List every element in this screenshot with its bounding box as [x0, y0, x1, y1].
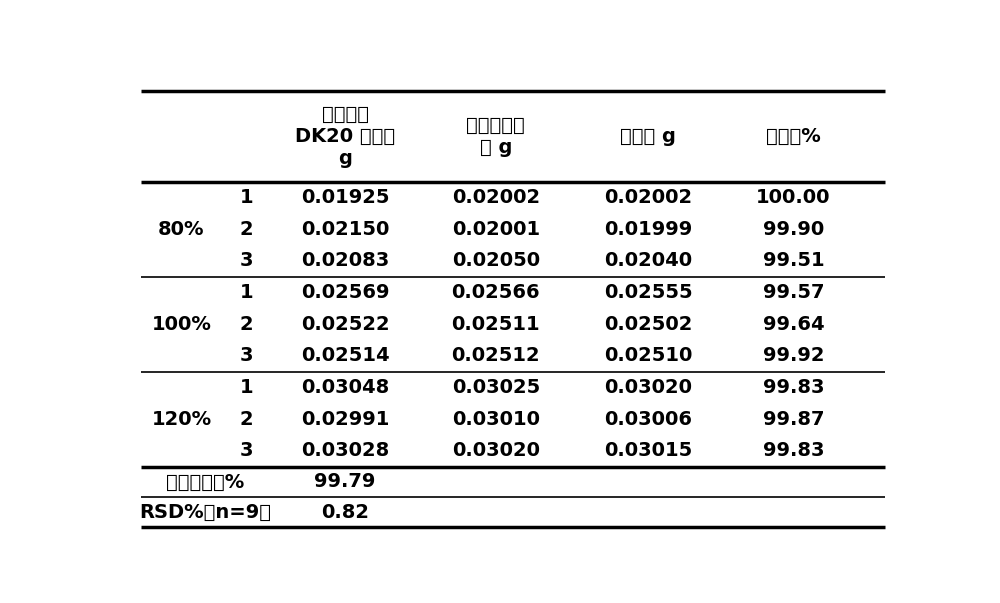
- Text: 0.03048: 0.03048: [301, 378, 389, 397]
- Text: 测得量 g: 测得量 g: [620, 127, 676, 146]
- Text: 0.02512: 0.02512: [451, 347, 540, 365]
- Text: 0.02514: 0.02514: [301, 347, 389, 365]
- Text: 100%: 100%: [151, 315, 211, 334]
- Text: 99.51: 99.51: [763, 251, 824, 271]
- Text: 0.02502: 0.02502: [604, 315, 692, 334]
- Text: 99.57: 99.57: [763, 283, 824, 302]
- Text: 回收率%: 回收率%: [766, 127, 821, 146]
- Text: 0.03025: 0.03025: [452, 378, 540, 397]
- Text: RSD%（n=9）: RSD%（n=9）: [140, 503, 272, 522]
- Text: 1: 1: [240, 378, 253, 397]
- Text: 99.79: 99.79: [314, 473, 376, 491]
- Text: 0.02150: 0.02150: [301, 219, 389, 239]
- Text: 0.03028: 0.03028: [301, 441, 389, 461]
- Text: 0.02566: 0.02566: [451, 283, 540, 302]
- Text: 99.83: 99.83: [763, 378, 824, 397]
- Text: 0.02040: 0.02040: [604, 251, 692, 271]
- Text: 0.03015: 0.03015: [604, 441, 692, 461]
- Text: 1: 1: [240, 283, 253, 302]
- Text: 平均回收率%: 平均回收率%: [166, 473, 245, 491]
- Text: 0.02002: 0.02002: [452, 188, 540, 207]
- Text: 0.02001: 0.02001: [452, 219, 540, 239]
- Text: 0.02050: 0.02050: [452, 251, 540, 271]
- Text: 99.83: 99.83: [763, 441, 824, 461]
- Text: 99.87: 99.87: [763, 410, 824, 429]
- Text: 2: 2: [240, 315, 253, 334]
- Text: 80%: 80%: [158, 219, 205, 239]
- Text: 0.02511: 0.02511: [451, 315, 540, 334]
- Text: 0.02555: 0.02555: [604, 283, 693, 302]
- Text: 0.01999: 0.01999: [604, 219, 692, 239]
- Text: 0.03020: 0.03020: [604, 378, 692, 397]
- Text: 3: 3: [240, 347, 253, 365]
- Text: 100.00: 100.00: [756, 188, 831, 207]
- Text: 0.02510: 0.02510: [604, 347, 692, 365]
- Text: 99.64: 99.64: [763, 315, 824, 334]
- Text: 2: 2: [240, 410, 253, 429]
- Text: 120%: 120%: [151, 410, 211, 429]
- Text: 3: 3: [240, 441, 253, 461]
- Text: 0.03010: 0.03010: [452, 410, 540, 429]
- Text: 3: 3: [240, 251, 253, 271]
- Text: 对照品称样
量 g: 对照品称样 量 g: [466, 116, 525, 157]
- Text: 0.02569: 0.02569: [301, 283, 389, 302]
- Text: 1: 1: [240, 188, 253, 207]
- Text: 2: 2: [240, 219, 253, 239]
- Text: 0.03006: 0.03006: [604, 410, 692, 429]
- Text: 0.01925: 0.01925: [301, 188, 389, 207]
- Text: 0.03020: 0.03020: [452, 441, 540, 461]
- Text: 0.82: 0.82: [321, 503, 369, 522]
- Text: 0.02083: 0.02083: [301, 251, 389, 271]
- Text: 99.90: 99.90: [763, 219, 824, 239]
- Text: 供试品中
DK20 的质量
g: 供试品中 DK20 的质量 g: [295, 105, 395, 168]
- Text: 0.02991: 0.02991: [301, 410, 389, 429]
- Text: 99.92: 99.92: [763, 347, 824, 365]
- Text: 0.02002: 0.02002: [604, 188, 692, 207]
- Text: 0.02522: 0.02522: [301, 315, 389, 334]
